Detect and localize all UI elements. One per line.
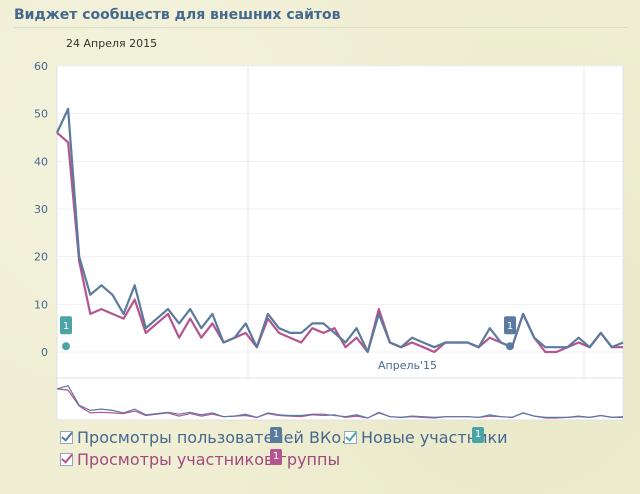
event-marker-label: 1 (507, 321, 513, 332)
overview-lines (56, 384, 624, 419)
y-tick-label: 50 (34, 108, 48, 121)
event-marker-flag (60, 316, 72, 335)
y-tick-label: 60 (34, 60, 48, 73)
y-tick-label: 30 (34, 203, 48, 216)
x-axis-month-label: Апрель'15 (378, 359, 437, 372)
event-marker-dot (506, 342, 515, 351)
title-divider (14, 27, 628, 28)
legend-checkbox[interactable] (344, 431, 357, 444)
legend-item[interactable]: Просмотры пользователей ВКо... (60, 428, 356, 447)
chart-date: 24 Апреля 2015 (66, 37, 158, 50)
legend-label: Просмотры участников группы (77, 450, 341, 469)
event-marker-label: 1 (63, 321, 69, 332)
overview-navigator[interactable] (56, 377, 624, 421)
y-axis-ticks: 0 10 20 30 40 50 60 (34, 60, 48, 359)
event-marker-flag (504, 316, 517, 335)
series-lines (56, 107, 624, 354)
legend-item[interactable]: Просмотры участников группы (60, 450, 340, 469)
overview-line (56, 384, 624, 419)
legend-count-badge: 1 (472, 427, 484, 443)
page-title: Виджет сообществ для внешних сайтов (14, 7, 341, 23)
legend-item[interactable]: Новые участники (344, 428, 508, 447)
legend-checkbox[interactable] (60, 453, 73, 466)
plot-area (56, 65, 624, 379)
y-tick-label: 0 (41, 346, 48, 359)
y-tick-label: 10 (34, 298, 48, 311)
y-tick-label: 40 (34, 155, 48, 168)
legend-label: Просмотры пользователей ВКо... (77, 428, 357, 447)
event-marker-dot (62, 342, 70, 351)
series-line (56, 107, 624, 354)
legend-count-badge: 1 (270, 449, 282, 465)
legend-checkbox[interactable] (60, 431, 73, 444)
legend-count-badge: 1 (270, 427, 282, 443)
legend-label: Новые участники (361, 428, 508, 447)
grid-lines (57, 65, 623, 378)
y-tick-label: 20 (34, 251, 48, 264)
